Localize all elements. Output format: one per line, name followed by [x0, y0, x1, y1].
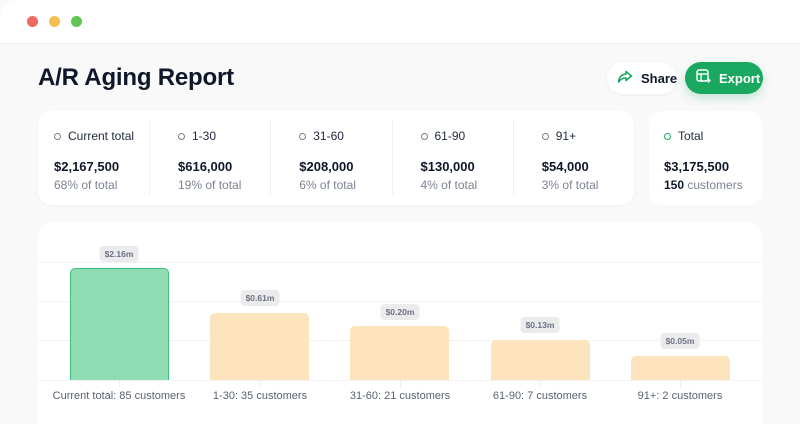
bar-31-60[interactable]: [350, 326, 449, 380]
share-icon: [617, 70, 633, 87]
stat-value: $208,000: [299, 159, 354, 174]
bar-value-label: $0.13m: [520, 317, 560, 333]
share-button[interactable]: Share: [607, 62, 677, 94]
aging-summary-card: Current total $2,167,500 68% of total 1-…: [38, 111, 634, 205]
customer-count: 150: [664, 178, 685, 192]
total-customers: 150 customers: [664, 178, 762, 192]
x-tick: [680, 381, 681, 387]
bar-value-label: $0.61m: [240, 290, 280, 306]
bar-value-label: $0.05m: [660, 333, 700, 349]
x-axis-label: 1-30: 35 customers: [212, 390, 308, 402]
x-axis-label: Current total: 85 customers: [52, 390, 186, 402]
stat-value: $616,000: [178, 159, 233, 174]
export-button[interactable]: Export: [685, 62, 763, 94]
stat-current-total: Current total $2,167,500 68% of total: [38, 121, 149, 195]
status-ring-icon: [299, 132, 307, 140]
stat-share: 4% of total: [420, 178, 478, 192]
stat-share: 68% of total: [54, 178, 118, 192]
bar-1-30[interactable]: [210, 313, 309, 380]
status-ring-icon: [178, 132, 185, 140]
stat-label: Total: [678, 129, 704, 143]
stat-share: 3% of total: [541, 178, 599, 192]
status-ring-icon: [541, 132, 549, 140]
stat-label: 1-30: [192, 129, 217, 143]
stat-61-90: 61-90 $130,000 4% of total: [391, 121, 513, 195]
stat-value: $54,000: [541, 159, 589, 174]
status-ring-icon: [420, 132, 428, 140]
x-tick: [400, 381, 401, 387]
x-tick: [119, 381, 120, 387]
title-bar: [0, 0, 800, 44]
bar-value-label: $2.16m: [99, 246, 139, 262]
stat-91-plus: 91+ $54,000 3% of total: [512, 121, 634, 195]
stat-label: 61-90: [434, 129, 466, 143]
x-axis-label: 61-90: 7 customers: [492, 390, 588, 402]
stat-value: $2,167,500: [54, 159, 120, 174]
share-label: Share: [641, 70, 678, 86]
x-axis-label: 91+: 2 customers: [637, 390, 723, 402]
minimize-window-button[interactable]: [49, 16, 60, 27]
close-window-button[interactable]: [27, 16, 38, 27]
bar-91-plus[interactable]: [631, 356, 730, 380]
page-header: A/R Aging Report Share Export: [0, 44, 800, 110]
spreadsheet-export-icon: [696, 69, 711, 87]
x-tick: [260, 381, 261, 387]
gridline: [38, 301, 762, 302]
stat-share: 6% of total: [299, 178, 356, 192]
total-summary-card: Total $3,175,500 150 customers: [649, 111, 762, 205]
bar-value-label: $0.20m: [380, 304, 420, 320]
stat-label: Current total: [68, 129, 135, 143]
aging-bar-chart: $2.16m $0.61m $0.20m $0.13m $0.05m Curre…: [38, 222, 762, 424]
page-title: A/R Aging Report: [38, 64, 234, 91]
stat-label: 91+: [555, 129, 577, 143]
stat-label: 31-60: [313, 129, 344, 143]
x-tick: [540, 381, 541, 387]
status-ring-icon: [664, 132, 671, 140]
stat-1-30: 1-30 $616,000 19% of total: [149, 121, 270, 195]
x-axis: [38, 380, 762, 381]
export-label: Export: [719, 70, 761, 86]
customer-suffix: customers: [684, 178, 743, 192]
bar-current-total[interactable]: [70, 268, 169, 380]
status-ring-icon: [54, 132, 61, 140]
stat-31-60: 31-60 $208,000 6% of total: [270, 121, 391, 195]
bar-61-90[interactable]: [491, 340, 590, 380]
gridline: [38, 262, 762, 263]
stat-share: 19% of total: [178, 178, 242, 192]
stat-value: $130,000: [420, 159, 475, 174]
total-value: $3,175,500: [664, 159, 730, 174]
x-axis-label: 31-60: 21 customers: [349, 390, 451, 402]
maximize-window-button[interactable]: [71, 16, 82, 27]
